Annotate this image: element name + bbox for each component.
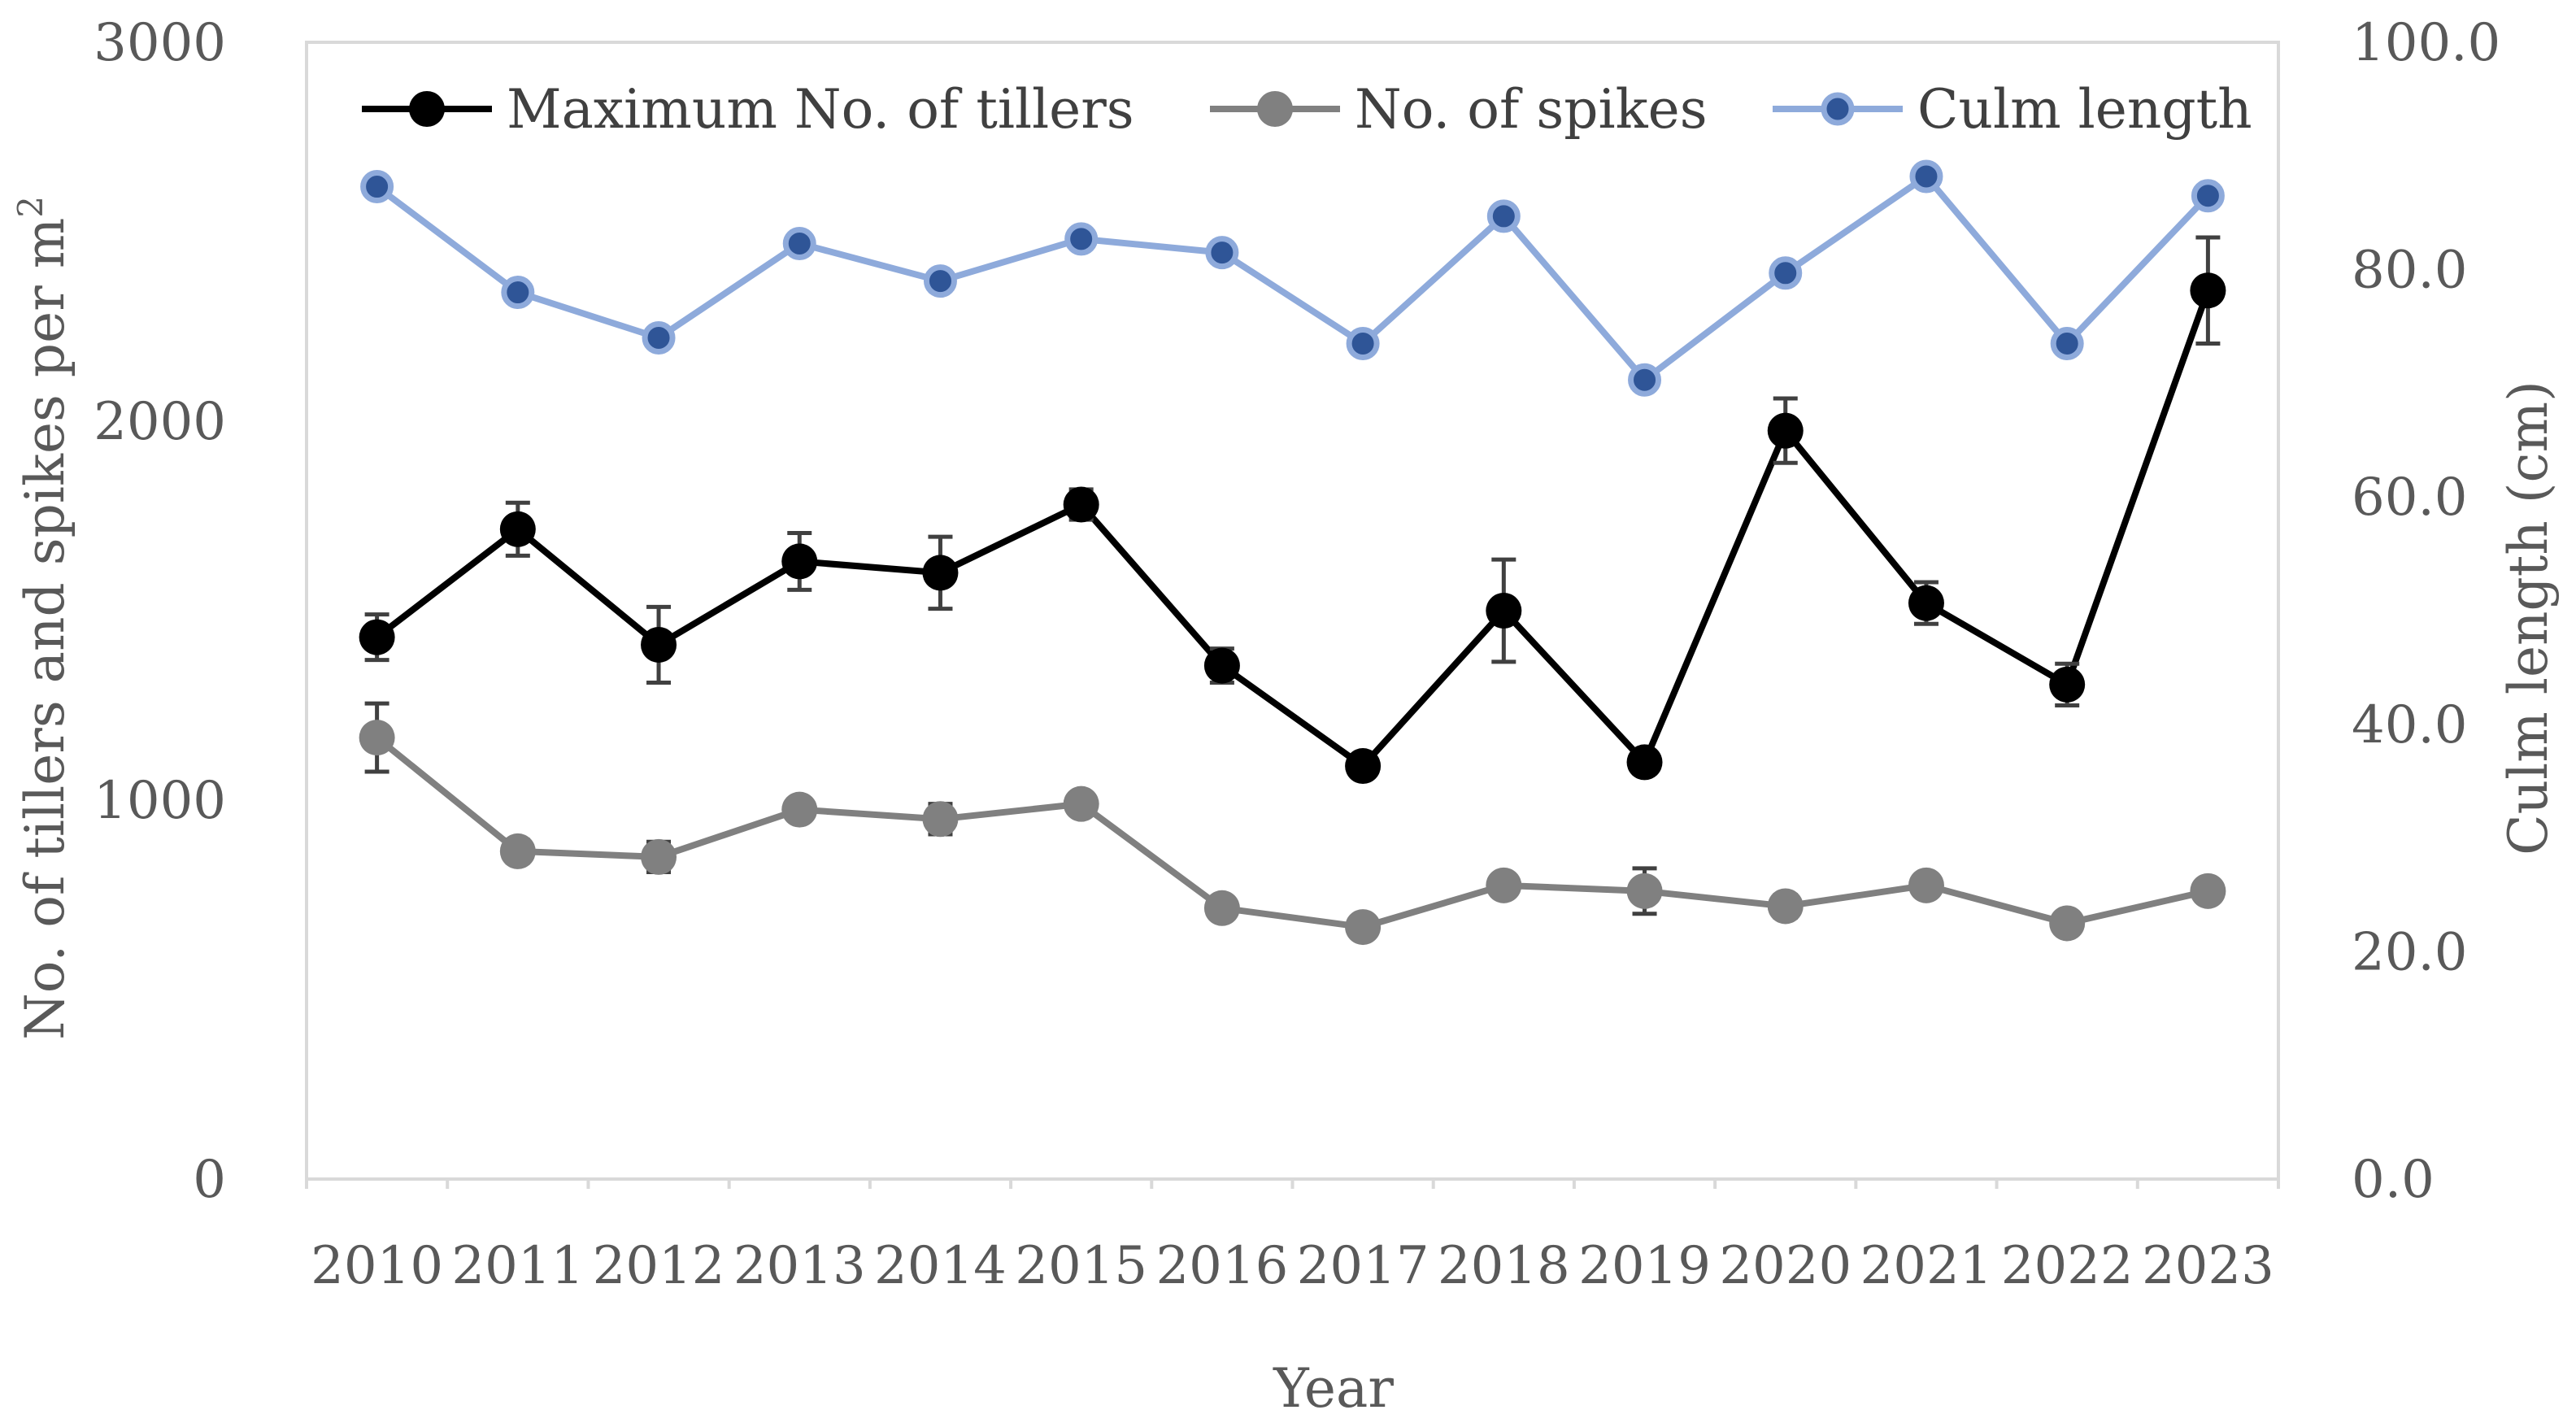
data-point bbox=[1345, 909, 1382, 946]
data-point bbox=[1486, 199, 1521, 233]
data-point bbox=[1063, 785, 1099, 822]
data-point bbox=[2190, 272, 2226, 309]
y2-tick-label: 100.0 bbox=[2352, 13, 2500, 73]
data-point bbox=[1203, 890, 1240, 926]
data-point bbox=[1345, 748, 1382, 785]
series-line bbox=[375, 172, 2211, 384]
data-point bbox=[782, 226, 816, 260]
data-point bbox=[642, 320, 676, 355]
data-point bbox=[1486, 593, 1522, 629]
data-point bbox=[923, 264, 957, 298]
legend-label: Culm length bbox=[1917, 78, 2252, 141]
plot-area-frame bbox=[305, 41, 2280, 1181]
x-tick-label-2013: 2013 bbox=[733, 1236, 866, 1296]
y2-axis-title: Culm length (cm) bbox=[2497, 381, 2560, 855]
data-point bbox=[360, 170, 394, 204]
y-tick-label: 0 bbox=[193, 1150, 226, 1210]
data-point bbox=[1908, 867, 1944, 903]
data-point bbox=[2190, 873, 2226, 909]
data-point bbox=[359, 619, 395, 655]
x-tick-label-2023: 2023 bbox=[2142, 1236, 2274, 1296]
data-point bbox=[1909, 159, 1943, 194]
x-tick-label-2011: 2011 bbox=[451, 1236, 584, 1296]
series-2 bbox=[360, 159, 2225, 397]
series-group bbox=[359, 159, 2226, 946]
y2-tick-label: 20.0 bbox=[2352, 922, 2468, 982]
data-point bbox=[1908, 585, 1944, 621]
x-tick-label-2010: 2010 bbox=[311, 1236, 443, 1296]
y-axis-title-main: No. of tillers and spikes per m bbox=[14, 218, 76, 1040]
y2-tick-label: 60.0 bbox=[2352, 468, 2468, 528]
x-tick-label-2017: 2017 bbox=[1297, 1236, 1429, 1296]
y2-tick-label: 80.0 bbox=[2352, 241, 2468, 301]
data-point bbox=[641, 626, 677, 663]
y-axis-title-superscript: 2 bbox=[11, 196, 50, 218]
data-point bbox=[1064, 222, 1099, 256]
data-point bbox=[922, 555, 959, 591]
x-tick-label-2022: 2022 bbox=[2001, 1236, 2134, 1296]
data-point bbox=[1203, 647, 1240, 684]
legend-item-0: Maximum No. of tillers bbox=[362, 78, 1134, 141]
x-tick-label-2012: 2012 bbox=[593, 1236, 725, 1296]
data-point bbox=[1769, 256, 1803, 290]
data-point bbox=[1205, 236, 1239, 270]
data-point bbox=[1346, 326, 1380, 360]
data-point bbox=[1626, 744, 1663, 781]
legend-label: No. of spikes bbox=[1355, 78, 1708, 141]
data-point bbox=[2049, 905, 2086, 942]
data-point bbox=[922, 801, 959, 838]
x-tick-label-2016: 2016 bbox=[1155, 1236, 1288, 1296]
data-point bbox=[1767, 412, 1804, 449]
legend-label: Maximum No. of tillers bbox=[507, 78, 1134, 141]
y2-tick-label: 40.0 bbox=[2352, 695, 2468, 755]
x-tick-label-2019: 2019 bbox=[1578, 1236, 1711, 1296]
x-tick-label-2018: 2018 bbox=[1438, 1236, 1570, 1296]
axis-ticks: 2010 2011 2012 2013 2014 2015 2016 2017 2018 2019… bbox=[94, 13, 2500, 1296]
data-point bbox=[359, 720, 395, 756]
legend-item-1: No. of spikes bbox=[1210, 78, 1708, 141]
data-point bbox=[1767, 888, 1804, 925]
y2-tick-label: 0.0 bbox=[2352, 1150, 2435, 1210]
data-point bbox=[1626, 873, 1663, 909]
data-point bbox=[1063, 486, 1099, 523]
data-point bbox=[1486, 867, 1522, 903]
series-0 bbox=[359, 235, 2226, 785]
legend: Maximum No. of tillers No. of spikes Culm … bbox=[362, 78, 2252, 141]
data-point bbox=[499, 511, 536, 547]
data-point bbox=[499, 833, 536, 869]
legend-marker bbox=[1821, 92, 1855, 126]
data-point bbox=[781, 543, 818, 580]
y-tick-label: 3000 bbox=[94, 13, 226, 73]
data-point bbox=[2191, 179, 2225, 213]
data-point bbox=[501, 276, 535, 310]
data-point bbox=[2050, 326, 2084, 360]
legend-marker bbox=[409, 91, 445, 127]
legend-marker bbox=[1257, 91, 1293, 127]
legend-item-2: Culm length bbox=[1773, 78, 2252, 141]
y-tick-label: 1000 bbox=[94, 771, 226, 831]
x-tick-label-2014: 2014 bbox=[874, 1236, 1007, 1296]
y-axis-title: No. of tillers and spikes per m2 bbox=[11, 196, 76, 1040]
series-line bbox=[375, 289, 2212, 770]
series-1 bbox=[359, 701, 2226, 946]
x-tick-label-2021: 2021 bbox=[1860, 1236, 1993, 1296]
data-point bbox=[641, 838, 677, 875]
x-tick-label-2015: 2015 bbox=[1015, 1236, 1147, 1296]
x-axis-title: Year bbox=[1273, 1357, 1394, 1420]
series-line bbox=[375, 734, 2209, 931]
x-tick-label-2020: 2020 bbox=[1719, 1236, 1852, 1296]
data-point bbox=[2049, 666, 2086, 703]
data-point bbox=[1628, 363, 1662, 397]
data-point bbox=[781, 791, 818, 828]
y-tick-label: 2000 bbox=[94, 392, 226, 452]
